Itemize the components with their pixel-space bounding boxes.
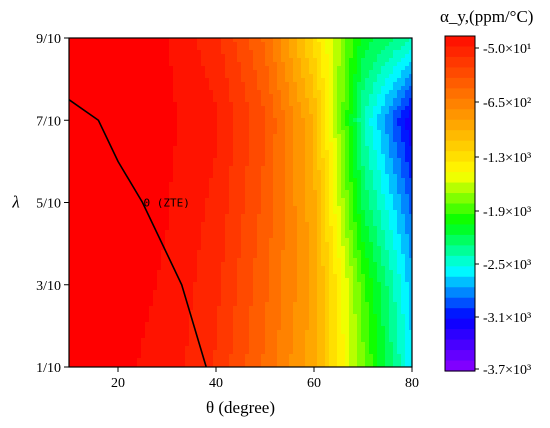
colorbar-band: [445, 109, 475, 121]
colorbar-band: [445, 350, 475, 362]
colorbar-band: [445, 329, 475, 341]
colorbar-tick-label: -3.1×10³: [483, 311, 531, 326]
colorbar: -5.0×10¹ -6.5×10² -1.3×10³ -1.9×10³ -2.5×10³…: [440, 7, 533, 378]
x-tick-label: 40: [209, 376, 223, 391]
colorbar-band: [445, 297, 475, 309]
colorbar-band: [445, 88, 475, 100]
colorbar-band: [445, 130, 475, 142]
x-tick-label: 60: [307, 376, 321, 391]
colorbar-band: [445, 213, 475, 226]
colorbar-tick-label: -2.5×10³: [483, 258, 531, 273]
x-tick-label: 20: [111, 376, 125, 391]
colorbar-frame: [444, 35, 476, 372]
y-axis-title: λ: [11, 193, 19, 212]
colorbar-band: [445, 360, 475, 372]
colorbar-band: [445, 140, 475, 152]
x-axis: 20 40 60 80: [111, 367, 419, 391]
colorbar-band: [445, 119, 475, 131]
colorbar-tick-label: -5.0×10¹: [483, 42, 531, 57]
colorbar-band: [445, 308, 475, 320]
colorbar-band: [445, 77, 475, 89]
x-tick-label: 80: [405, 376, 419, 391]
y-axis: 1/10 3/10 5/10 7/10 9/10: [36, 32, 69, 376]
y-tick-label: 3/10: [36, 279, 61, 294]
colorbar-tick-label: -6.5×10²: [483, 96, 531, 111]
colorbar-band: [445, 182, 475, 194]
zero-contour-label: 0 (ZTE): [143, 197, 189, 210]
colorbar-tick-label: -1.9×10³: [483, 205, 531, 220]
colorbar-band: [445, 67, 475, 79]
plot-area: [69, 38, 413, 368]
colorbar-tick-label: -3.7×10³: [483, 363, 531, 378]
colorbar-band: [445, 56, 475, 69]
colorbar-band: [445, 266, 475, 278]
colorbar-band: [445, 36, 475, 48]
y-tick-label: 5/10: [36, 197, 61, 212]
colorbar-band: [445, 203, 475, 215]
colorbar-band: [445, 287, 475, 299]
zero-contour-line: [68, 99, 207, 368]
colorbar-title: α_y,(ppm/°C): [440, 7, 533, 26]
y-tick-label: 1/10: [36, 361, 61, 376]
colorbar-band: [445, 151, 475, 163]
colorbar-band: [445, 98, 475, 110]
colorbar-band: [445, 276, 475, 288]
colorbar-band: [445, 193, 475, 205]
y-tick-label: 7/10: [36, 114, 61, 129]
colorbar-band: [445, 172, 475, 184]
colorbar-band: [445, 46, 475, 58]
colorbar-band: [445, 339, 475, 351]
colorbar-band: [445, 245, 475, 257]
colorbar-band: [445, 224, 475, 236]
colorbar-band: [445, 318, 475, 330]
zero-contour: 0 (ZTE): [68, 99, 207, 368]
x-axis-title: θ (degree): [206, 398, 275, 417]
colorbar-band: [445, 234, 475, 246]
colorbar-band: [445, 161, 475, 173]
colorbar-band: [445, 255, 475, 267]
colorbar-tick-label: -1.3×10³: [483, 151, 531, 166]
y-tick-label: 9/10: [36, 32, 61, 47]
